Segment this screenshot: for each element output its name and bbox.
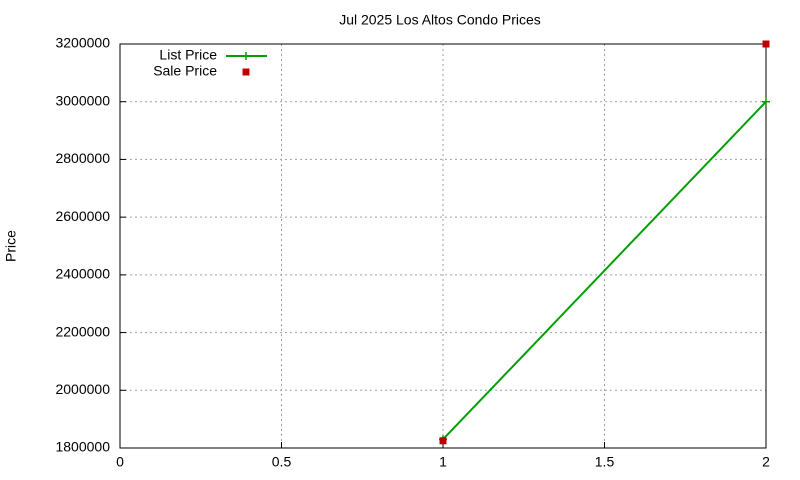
x-tick-label: 0 xyxy=(116,454,124,470)
legend-label: Sale Price xyxy=(153,63,217,79)
y-tick-label: 1800000 xyxy=(55,439,110,455)
x-tick-label: 1.5 xyxy=(595,454,615,470)
y-tick-label: 3000000 xyxy=(55,92,110,108)
x-tick-label: 0.5 xyxy=(272,454,292,470)
x-tick-label: 2 xyxy=(762,454,770,470)
plot-frame xyxy=(119,43,767,449)
legend-label: List Price xyxy=(159,47,217,63)
legend-marker xyxy=(242,52,250,60)
y-tick-label: 2200000 xyxy=(55,323,110,339)
y-tick-label: 2400000 xyxy=(55,266,110,282)
y-tick-label: 2000000 xyxy=(55,381,110,397)
series-line xyxy=(442,101,767,441)
y-axis-label: Price xyxy=(3,230,19,262)
chart-title: Jul 2025 Los Altos Condo Prices xyxy=(339,12,541,28)
y-tick-label: 2600000 xyxy=(55,208,110,224)
data-point xyxy=(439,437,447,445)
x-tick-label: 1 xyxy=(439,454,447,470)
legend-marker xyxy=(242,68,250,76)
y-tick-label: 2800000 xyxy=(55,150,110,166)
data-point xyxy=(762,97,770,106)
data-point xyxy=(762,40,770,48)
y-tick-label: 3200000 xyxy=(55,35,110,51)
